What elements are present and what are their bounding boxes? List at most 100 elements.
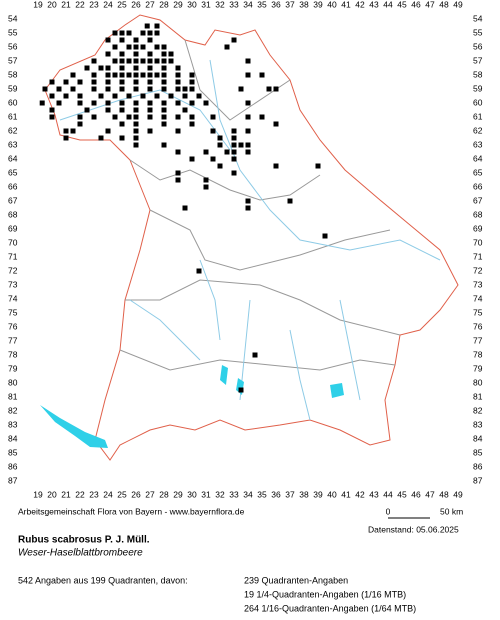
record: [119, 100, 125, 106]
record: [147, 128, 153, 134]
record: [175, 72, 181, 78]
record: [91, 79, 97, 85]
record: [119, 121, 125, 127]
row-label: 54: [8, 13, 18, 23]
row-label: 82: [8, 405, 18, 415]
record: [133, 51, 139, 57]
record: [161, 100, 167, 106]
col-label: 30: [187, 489, 197, 499]
record: [119, 65, 125, 71]
record: [140, 72, 146, 78]
date: Datenstand: 05.06.2025: [368, 524, 459, 534]
record: [175, 128, 181, 134]
record: [84, 107, 90, 113]
record: [42, 86, 48, 92]
col-label: 29: [173, 0, 183, 9]
record: [98, 135, 104, 141]
river: [59, 59, 441, 421]
record: [147, 65, 153, 71]
record: [112, 44, 118, 50]
record: [161, 72, 167, 78]
record: [245, 72, 251, 78]
record: [161, 142, 167, 148]
record: [238, 86, 244, 92]
row-label: 79: [473, 363, 483, 373]
col-label: 19: [33, 489, 43, 499]
row-label: 80: [473, 377, 483, 387]
col-label: 47: [425, 0, 435, 9]
record: [245, 142, 251, 148]
col-label: 40: [327, 489, 337, 499]
row-label: 61: [473, 111, 483, 121]
col-label: 47: [425, 489, 435, 499]
col-label: 34: [243, 489, 253, 499]
lake: [220, 365, 344, 398]
record: [119, 79, 125, 85]
record: [161, 121, 167, 127]
row-label: 68: [8, 209, 18, 219]
row-label: 87: [473, 475, 483, 485]
record: [231, 170, 237, 176]
col-label: 27: [145, 0, 155, 9]
record: [49, 79, 55, 85]
record: [56, 86, 62, 92]
record: [133, 128, 139, 134]
col-label: 23: [89, 0, 99, 9]
row-label: 57: [473, 55, 483, 65]
record: [245, 100, 251, 106]
record: [77, 93, 83, 99]
record: [245, 149, 251, 155]
col-label: 43: [369, 0, 379, 9]
row-label: 69: [473, 223, 483, 233]
record: [105, 79, 111, 85]
record: [63, 93, 69, 99]
record: [105, 65, 111, 71]
record: [231, 142, 237, 148]
row-label: 71: [473, 251, 483, 261]
row-label: 80: [8, 377, 18, 387]
col-label: 25: [117, 489, 127, 499]
col-label: 48: [439, 489, 449, 499]
record: [175, 86, 181, 92]
record: [224, 149, 230, 155]
record: [189, 79, 195, 85]
record: [259, 114, 265, 120]
subtitle: Weser-Haselblattbrombeere: [18, 548, 143, 559]
record: [119, 58, 125, 64]
row-label: 78: [8, 349, 18, 359]
row-label: 59: [8, 83, 18, 93]
record: [70, 72, 76, 78]
record: [161, 107, 167, 113]
record: [39, 100, 45, 106]
row-label: 82: [473, 405, 483, 415]
row-label: 83: [473, 419, 483, 429]
row-label: 55: [8, 27, 18, 37]
record: [168, 51, 174, 57]
record: [273, 163, 279, 169]
col-label: 26: [131, 0, 141, 9]
record: [133, 37, 139, 43]
col-label: 28: [159, 0, 169, 9]
col-label: 46: [411, 489, 421, 499]
record: [175, 170, 181, 176]
record: [189, 156, 195, 162]
record: [140, 93, 146, 99]
record: [168, 58, 174, 64]
record: [98, 93, 104, 99]
record: [154, 58, 160, 64]
col-label: 42: [355, 0, 365, 9]
record: [287, 198, 293, 204]
row-label: 86: [8, 461, 18, 471]
record: [189, 86, 195, 92]
record: [231, 135, 237, 141]
record: [105, 107, 111, 113]
record: [140, 58, 146, 64]
record: [133, 114, 139, 120]
record: [147, 37, 153, 43]
record: [147, 100, 153, 106]
record: [231, 149, 237, 155]
record: [217, 142, 223, 148]
col-label: 26: [131, 489, 141, 499]
record: [77, 79, 83, 85]
record: [126, 58, 132, 64]
